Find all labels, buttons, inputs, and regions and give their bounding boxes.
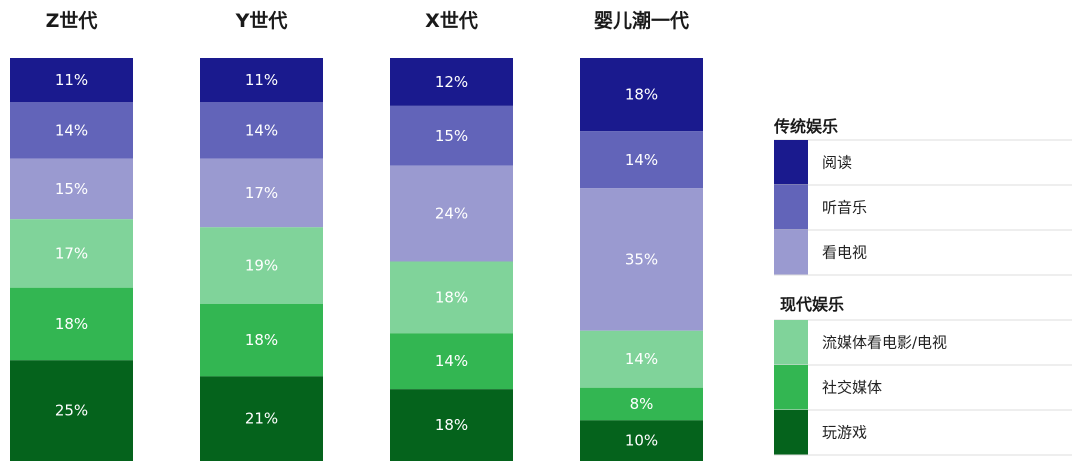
segment-value-label: 14% xyxy=(625,350,658,368)
bar-segment xyxy=(200,102,323,159)
bar-segment xyxy=(10,287,133,361)
segment-value-label: 11% xyxy=(55,71,88,89)
bar-segment xyxy=(200,227,323,304)
bar-segment xyxy=(390,333,513,390)
legend-swatch xyxy=(774,410,808,455)
bar-segment xyxy=(10,360,133,461)
generation-title: Y世代 xyxy=(235,10,288,32)
bar-segment xyxy=(390,105,513,166)
segment-value-label: 14% xyxy=(435,352,468,370)
legend-swatch xyxy=(774,230,808,275)
legend-item-label: 玩游戏 xyxy=(822,424,867,442)
bar-segment xyxy=(580,387,703,421)
segment-value-label: 14% xyxy=(55,122,88,140)
segment-value-label: 18% xyxy=(245,331,278,349)
bar-segment xyxy=(580,131,703,189)
bar-segment xyxy=(10,219,133,288)
segment-value-label: 11% xyxy=(245,71,278,89)
bar-segment xyxy=(200,376,323,461)
segment-value-label: 15% xyxy=(55,180,88,198)
segment-value-label: 18% xyxy=(435,288,468,306)
bar-segment xyxy=(580,330,703,388)
bar-segment xyxy=(390,58,513,106)
legend-item-label: 阅读 xyxy=(822,154,852,172)
segment-value-label: 21% xyxy=(245,410,278,428)
segment-value-label: 35% xyxy=(625,251,658,269)
segment-value-label: 18% xyxy=(55,315,88,333)
bar-segment xyxy=(10,102,133,159)
bar-segment xyxy=(200,303,323,377)
bar-segment xyxy=(390,389,513,461)
legend-swatch xyxy=(774,140,808,185)
legend-swatch xyxy=(774,320,808,365)
legend-item-label: 听音乐 xyxy=(822,199,867,217)
legend-item-label: 看电视 xyxy=(822,244,867,262)
segment-value-label: 24% xyxy=(435,205,468,223)
bar-segment xyxy=(580,188,703,331)
legend-swatch xyxy=(774,185,808,230)
generation-title: 婴儿潮一代 xyxy=(594,10,689,32)
segment-value-label: 18% xyxy=(625,86,658,104)
bar-segment xyxy=(390,261,513,334)
bar-segment xyxy=(10,58,133,103)
segment-value-label: 17% xyxy=(55,244,88,262)
bar-segment xyxy=(10,158,133,220)
segment-value-label: 15% xyxy=(435,127,468,145)
segment-value-label: 14% xyxy=(245,122,278,140)
legend-swatch xyxy=(774,365,808,410)
legend-group-title: 现代娱乐 xyxy=(780,295,844,314)
legend-group-title: 传统娱乐 xyxy=(773,117,838,136)
legend-item-label: 社交媒体 xyxy=(822,379,882,397)
bar-segment xyxy=(580,58,703,132)
bars-area: Z世代 11% 14% 15% 17% 18% 25% Y世代 11% 14% 17% 19% 18% 2… xyxy=(10,10,703,461)
generation-title: X世代 xyxy=(425,10,478,32)
segment-value-label: 18% xyxy=(435,416,468,434)
legend-item-label: 流媒体看电影/电视 xyxy=(822,334,947,352)
bar-segment xyxy=(200,158,323,228)
segment-value-label: 14% xyxy=(625,151,658,169)
bar-segment xyxy=(580,420,703,461)
segment-value-label: 10% xyxy=(625,432,658,450)
bar-segment xyxy=(390,165,513,262)
segment-value-label: 17% xyxy=(245,184,278,202)
segment-value-label: 19% xyxy=(245,257,278,275)
generation-title: Z世代 xyxy=(46,10,98,32)
segment-value-label: 12% xyxy=(435,73,468,91)
bar-segment xyxy=(200,58,323,103)
segment-value-label: 8% xyxy=(630,395,654,413)
segment-value-label: 25% xyxy=(55,402,88,420)
